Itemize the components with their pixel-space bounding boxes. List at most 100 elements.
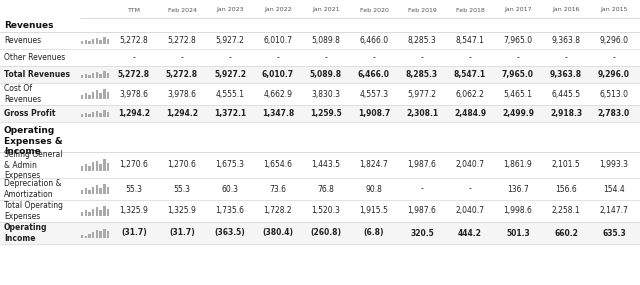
Text: 5,272.8: 5,272.8 bbox=[168, 36, 196, 45]
Bar bbox=[99, 210, 102, 216]
Text: Feb 2019: Feb 2019 bbox=[408, 7, 436, 13]
Text: 1,270.6: 1,270.6 bbox=[168, 160, 196, 170]
Text: -: - bbox=[516, 53, 520, 62]
Text: Jan 2015: Jan 2015 bbox=[600, 7, 628, 13]
Bar bbox=[88, 75, 91, 78]
Text: Feb 2024: Feb 2024 bbox=[168, 7, 196, 13]
Bar bbox=[84, 40, 87, 44]
Text: 4,557.3: 4,557.3 bbox=[360, 89, 388, 99]
Text: 154.4: 154.4 bbox=[603, 184, 625, 194]
Text: -: - bbox=[180, 53, 184, 62]
Text: 5,927.2: 5,927.2 bbox=[216, 36, 244, 45]
Bar bbox=[88, 95, 91, 99]
Text: -: - bbox=[468, 53, 472, 62]
Text: Jan 2017: Jan 2017 bbox=[504, 7, 532, 13]
Text: Total Revenues: Total Revenues bbox=[4, 70, 70, 79]
Text: 1,372.1: 1,372.1 bbox=[214, 109, 246, 118]
Bar bbox=[95, 38, 98, 44]
Text: (31.7): (31.7) bbox=[169, 229, 195, 237]
Text: 6,513.0: 6,513.0 bbox=[600, 89, 628, 99]
Text: 136.7: 136.7 bbox=[507, 184, 529, 194]
Text: 660.2: 660.2 bbox=[554, 229, 578, 237]
Text: 60.3: 60.3 bbox=[221, 184, 239, 194]
Text: 73.6: 73.6 bbox=[269, 184, 287, 194]
Bar bbox=[99, 74, 102, 78]
Bar bbox=[99, 164, 102, 171]
Bar bbox=[81, 235, 83, 238]
Text: 1,735.6: 1,735.6 bbox=[216, 207, 244, 215]
Text: 1,915.5: 1,915.5 bbox=[360, 207, 388, 215]
Text: 5,272.8: 5,272.8 bbox=[120, 36, 148, 45]
Text: Jan 2016: Jan 2016 bbox=[552, 7, 580, 13]
Bar bbox=[95, 111, 98, 117]
Text: Gross Profit: Gross Profit bbox=[4, 109, 56, 118]
Text: 320.5: 320.5 bbox=[410, 229, 434, 237]
Bar bbox=[103, 37, 106, 44]
Text: 2,040.7: 2,040.7 bbox=[456, 207, 484, 215]
Bar bbox=[99, 188, 102, 194]
Text: 5,927.2: 5,927.2 bbox=[214, 70, 246, 79]
Bar bbox=[99, 40, 102, 44]
Text: -: - bbox=[564, 53, 568, 62]
Text: 5,272.8: 5,272.8 bbox=[166, 70, 198, 79]
Bar bbox=[95, 207, 98, 216]
Text: Cost Of
Revenues: Cost Of Revenues bbox=[4, 84, 41, 103]
Bar bbox=[81, 212, 83, 216]
Bar bbox=[95, 161, 98, 171]
Bar bbox=[92, 112, 95, 117]
Bar bbox=[103, 206, 106, 216]
Text: 55.3: 55.3 bbox=[173, 184, 191, 194]
Text: 6,010.7: 6,010.7 bbox=[264, 36, 292, 45]
Text: -: - bbox=[324, 53, 328, 62]
Bar bbox=[84, 164, 87, 171]
Bar bbox=[88, 211, 91, 216]
Text: 7,965.0: 7,965.0 bbox=[504, 36, 532, 45]
Text: 2,308.1: 2,308.1 bbox=[406, 109, 438, 118]
Bar bbox=[81, 166, 83, 171]
Bar bbox=[107, 112, 109, 117]
Text: 2,258.1: 2,258.1 bbox=[552, 207, 580, 215]
Text: 6,062.2: 6,062.2 bbox=[456, 89, 484, 99]
Text: Operating
Expenses &
Income: Operating Expenses & Income bbox=[4, 126, 63, 156]
Bar bbox=[103, 110, 106, 117]
Bar bbox=[92, 187, 95, 194]
Bar bbox=[107, 73, 109, 78]
Bar bbox=[95, 90, 98, 99]
Text: Total Operating
Expenses: Total Operating Expenses bbox=[4, 201, 63, 221]
Text: 2,499.9: 2,499.9 bbox=[502, 109, 534, 118]
Bar bbox=[0, 66, 640, 83]
Bar bbox=[103, 89, 106, 99]
Bar bbox=[99, 93, 102, 99]
Text: 6,466.0: 6,466.0 bbox=[358, 70, 390, 79]
Text: 2,040.7: 2,040.7 bbox=[456, 160, 484, 170]
Text: 2,147.7: 2,147.7 bbox=[600, 207, 628, 215]
Bar bbox=[81, 41, 83, 44]
Bar bbox=[95, 185, 98, 194]
Text: 1,520.3: 1,520.3 bbox=[312, 207, 340, 215]
Text: 1,987.6: 1,987.6 bbox=[408, 160, 436, 170]
Bar bbox=[107, 209, 109, 216]
Text: Revenues: Revenues bbox=[4, 36, 41, 45]
Text: 1,861.9: 1,861.9 bbox=[504, 160, 532, 170]
Text: 156.6: 156.6 bbox=[555, 184, 577, 194]
Bar bbox=[95, 72, 98, 78]
Text: 1,987.6: 1,987.6 bbox=[408, 207, 436, 215]
Text: 5,977.2: 5,977.2 bbox=[408, 89, 436, 99]
Text: 1,728.2: 1,728.2 bbox=[264, 207, 292, 215]
Text: 1,824.7: 1,824.7 bbox=[360, 160, 388, 170]
Text: 8,285.3: 8,285.3 bbox=[408, 36, 436, 45]
Bar bbox=[84, 93, 87, 99]
Text: 1,993.3: 1,993.3 bbox=[600, 160, 628, 170]
Bar bbox=[84, 188, 87, 194]
Text: 2,484.9: 2,484.9 bbox=[454, 109, 486, 118]
Text: -: - bbox=[372, 53, 376, 62]
Text: 1,294.2: 1,294.2 bbox=[118, 109, 150, 118]
Text: 2,783.0: 2,783.0 bbox=[598, 109, 630, 118]
Bar bbox=[99, 231, 102, 238]
Text: 635.3: 635.3 bbox=[602, 229, 626, 237]
Text: 2,918.3: 2,918.3 bbox=[550, 109, 582, 118]
Text: 1,259.5: 1,259.5 bbox=[310, 109, 342, 118]
Text: -: - bbox=[228, 53, 232, 62]
Bar bbox=[88, 41, 91, 44]
Bar bbox=[95, 230, 98, 238]
